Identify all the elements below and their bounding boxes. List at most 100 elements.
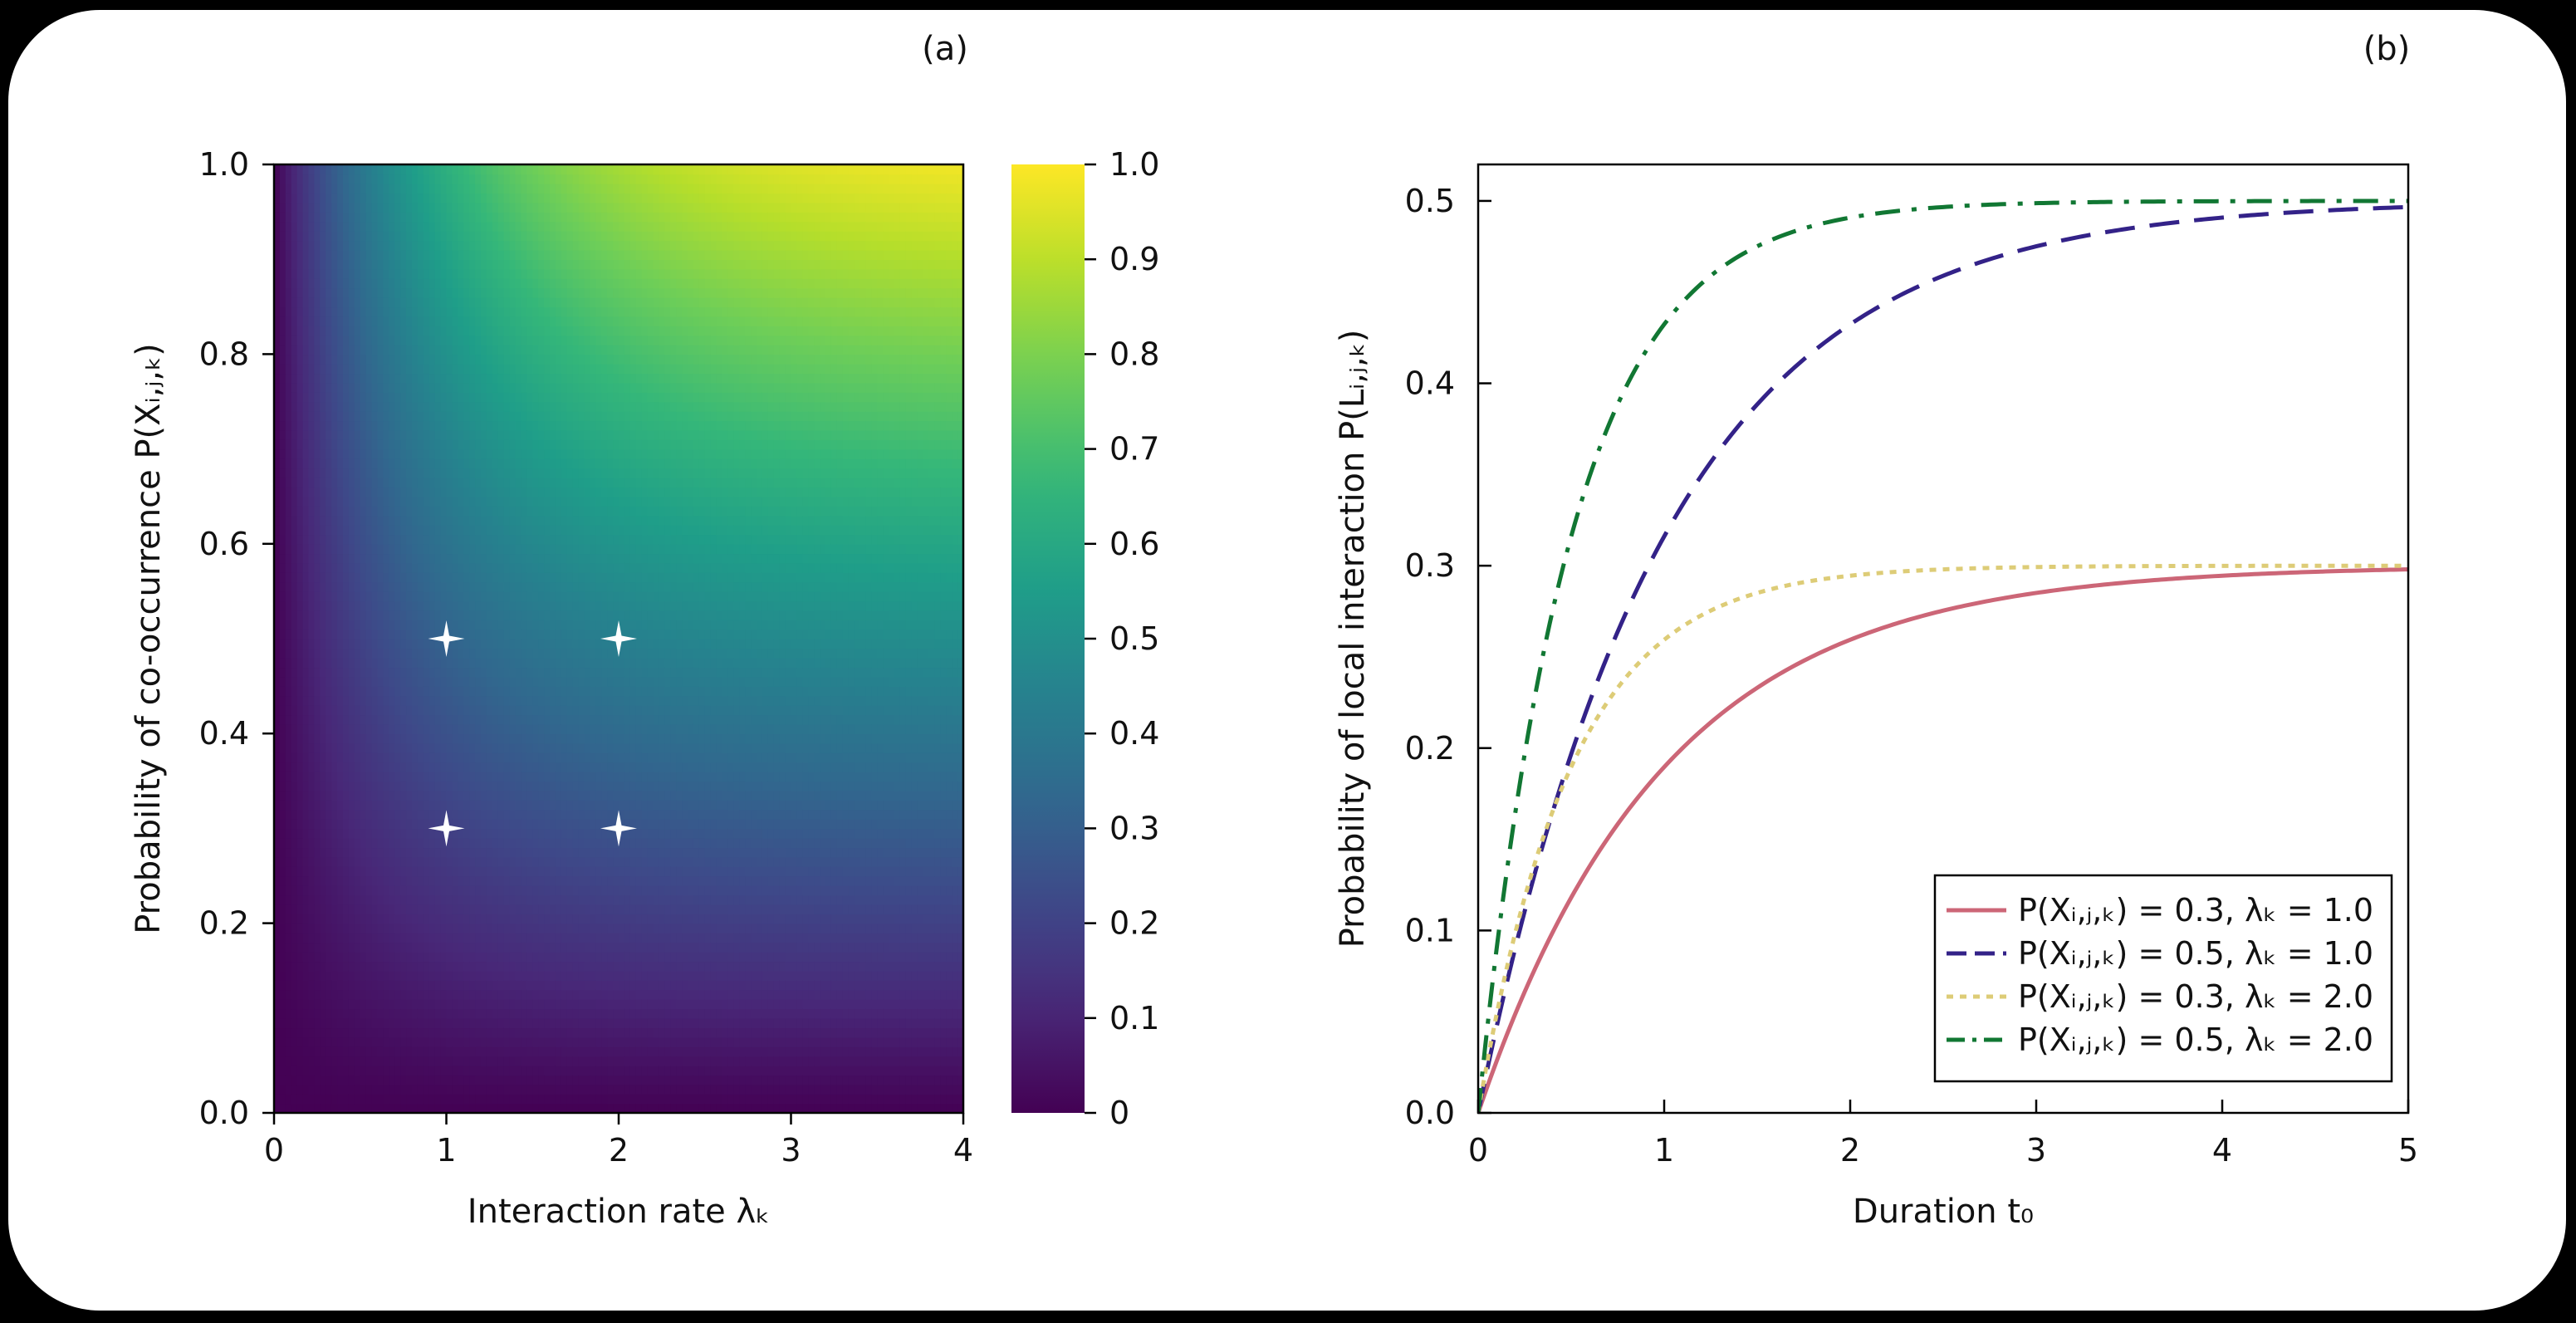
- heatmap-cell: [423, 800, 430, 811]
- heatmap-cell: [423, 667, 430, 678]
- heatmap-cell: [555, 581, 562, 592]
- heatmap-cell: [503, 581, 511, 592]
- heatmap-cell: [371, 762, 379, 772]
- heatmap-cell: [515, 1027, 522, 1038]
- heatmap-cell: [429, 961, 436, 972]
- heatmap-cell: [371, 980, 379, 991]
- heatmap-cell: [348, 1008, 355, 1019]
- heatmap-cell: [354, 942, 361, 953]
- heatmap-cell: [492, 326, 499, 336]
- heatmap-cell: [365, 410, 373, 422]
- heatmap-cell: [481, 989, 487, 1000]
- heatmap-cell: [383, 581, 390, 592]
- heatmap-cell: [400, 392, 407, 403]
- heatmap-cell: [481, 230, 487, 242]
- heatmap-cell: [532, 1075, 539, 1085]
- heatmap-cell: [515, 420, 522, 431]
- heatmap-cell: [394, 620, 401, 630]
- heatmap-cell: [509, 610, 517, 620]
- heatmap-cell: [365, 800, 373, 811]
- heatmap-cell: [440, 410, 448, 422]
- heatmap-cell: [331, 1056, 338, 1066]
- heatmap-cell: [308, 1094, 316, 1105]
- heatmap-cell: [446, 704, 453, 716]
- heatmap-cell: [406, 534, 413, 545]
- heatmap-cell: [521, 468, 528, 478]
- heatmap-cell: [526, 620, 534, 630]
- heatmap-cell: [337, 1008, 344, 1019]
- heatmap-cell: [337, 212, 344, 223]
- heatmap-cell: [296, 704, 304, 716]
- heatmap-cell: [550, 429, 556, 440]
- heatmap-cell: [446, 686, 453, 697]
- heatmap-cell: [389, 240, 396, 251]
- heatmap-cell: [469, 1046, 476, 1057]
- heatmap-cell: [538, 1008, 545, 1019]
- heatmap-cell: [463, 723, 470, 734]
- heatmap-cell: [326, 742, 332, 753]
- heatmap-cell: [417, 590, 424, 602]
- heatmap-cell: [348, 914, 355, 924]
- heatmap-cell: [377, 401, 384, 412]
- heatmap-cell: [521, 695, 528, 706]
- heatmap-cell: [274, 534, 281, 545]
- heatmap-cell: [389, 904, 396, 914]
- heatmap-cell: [371, 742, 379, 753]
- heatmap-cell: [429, 856, 436, 867]
- heatmap-cell: [555, 980, 562, 991]
- heatmap-cell: [497, 306, 505, 317]
- heatmap-cell: [532, 1103, 539, 1113]
- heatmap-cell: [458, 762, 465, 772]
- heatmap-cell: [469, 639, 476, 649]
- heatmap-cell: [285, 904, 292, 914]
- heatmap-cell: [423, 704, 430, 716]
- heatmap-cell: [475, 923, 482, 933]
- heatmap-cell: [503, 942, 511, 953]
- heatmap-cell: [377, 620, 384, 630]
- heatmap-cell: [279, 970, 286, 981]
- heatmap-cell: [320, 714, 327, 725]
- heatmap-cell: [550, 306, 556, 317]
- heatmap-cell: [302, 316, 310, 326]
- heatmap-cell: [389, 686, 396, 697]
- heatmap-cell: [308, 667, 316, 678]
- heatmap-cell: [383, 894, 390, 905]
- heatmap-cell: [320, 249, 327, 260]
- heatmap-cell: [291, 590, 298, 602]
- heatmap-cell: [302, 847, 310, 858]
- heatmap-cell: [412, 562, 419, 573]
- heatmap-cell: [544, 809, 551, 820]
- heatmap-cell: [452, 648, 459, 659]
- heatmap-cell: [550, 933, 556, 943]
- heatmap-cell: [458, 620, 465, 630]
- heatmap-cell: [296, 752, 304, 763]
- heatmap-cell: [279, 1046, 286, 1057]
- heatmap-cell: [521, 866, 528, 877]
- heatmap-cell: [458, 875, 465, 886]
- heatmap-cell: [434, 439, 442, 450]
- heatmap-cell: [337, 818, 344, 830]
- heatmap-cell: [555, 1065, 562, 1076]
- heatmap-cell: [463, 600, 470, 611]
- heatmap-cell: [337, 581, 344, 592]
- heatmap-cell: [440, 980, 448, 991]
- heatmap-cell: [434, 373, 442, 384]
- heatmap-cell: [440, 429, 448, 440]
- heatmap-cell: [423, 212, 430, 223]
- heatmap-cell: [532, 809, 539, 820]
- heatmap-cell: [492, 818, 499, 830]
- heatmap-cell: [279, 723, 286, 734]
- heatmap-cell: [481, 572, 487, 583]
- heatmap-cell: [371, 268, 379, 279]
- heatmap-cell: [544, 828, 551, 839]
- heatmap-cell: [469, 249, 476, 260]
- heatmap-cell: [481, 620, 487, 630]
- heatmap-cell: [544, 837, 551, 849]
- heatmap-cell: [314, 723, 321, 734]
- heatmap-cell: [486, 477, 493, 488]
- heatmap-cell: [475, 1056, 482, 1066]
- heatmap-cell: [497, 723, 505, 734]
- heatmap-cell: [360, 1094, 367, 1105]
- heatmap-cell: [446, 240, 453, 251]
- heatmap-cell: [555, 401, 562, 412]
